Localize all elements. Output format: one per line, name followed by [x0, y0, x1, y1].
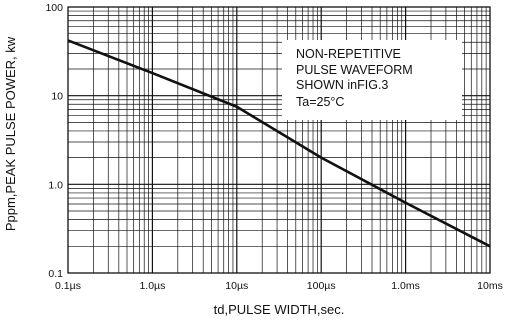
annotation-temperature: Ta=25°C — [296, 95, 344, 109]
y-tick-labels: 0.1 1.0 10 100 — [45, 2, 63, 280]
series-line — [67, 39, 491, 248]
annotation-line-1: NON-REPETITIVE — [296, 47, 401, 61]
x-tick-label: 1.0µs — [139, 280, 165, 292]
y-tick-label: 1.0 — [48, 179, 63, 191]
series-layer — [67, 39, 491, 248]
y-tick-label: 0.1 — [48, 268, 63, 280]
plot-frame — [67, 6, 491, 274]
x-axis-title: td,PULSE WIDTH,sec. — [214, 302, 345, 317]
x-tick-label: 10µs — [225, 280, 248, 292]
temp-unit: °C — [330, 95, 344, 109]
annotation-line-2: PULSE WAVEFORM — [296, 63, 413, 77]
y-tick-label: 10 — [51, 91, 63, 103]
x-tick-label: 10ms — [477, 280, 503, 292]
temp-prefix: Ta=25 — [296, 95, 330, 109]
x-tick-label: 0.1µs — [55, 280, 81, 292]
annotation-box: NON-REPETITIVE PULSE WAVEFORM SHOWN inFI… — [282, 40, 462, 120]
x-tick-label: 100µs — [307, 280, 336, 292]
annotation-line-3: SHOWN inFIG.3 — [296, 78, 388, 92]
x-tick-labels: 0.1µs 1.0µs 10µs 100µs 1.0ms 10ms — [55, 280, 503, 292]
y-tick-label: 100 — [45, 2, 63, 14]
x-tick-label: 1.0ms — [391, 280, 420, 292]
y-axis-title: Pppm,PEAK PULSE POWER, kw — [3, 36, 18, 231]
